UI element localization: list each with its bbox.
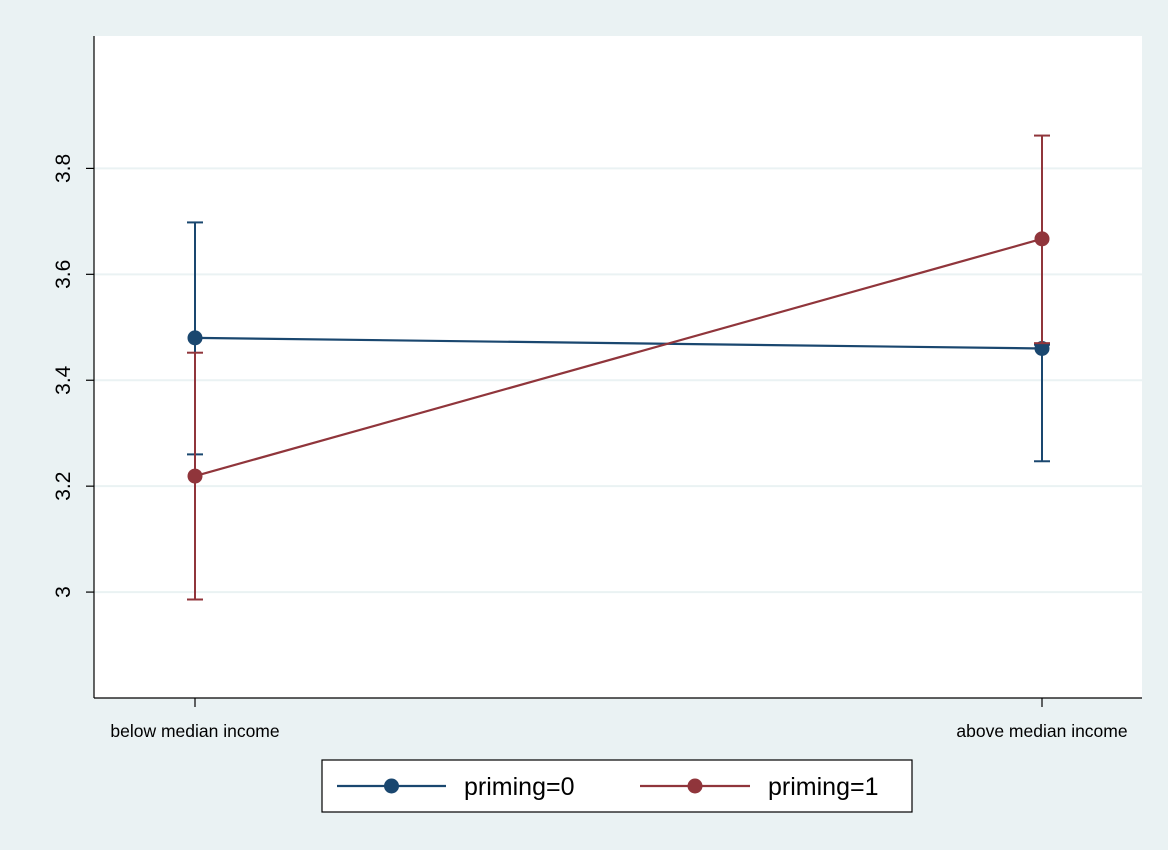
series-layer xyxy=(187,134,1050,601)
x-tick-label: below median income xyxy=(110,721,279,741)
plot-area xyxy=(94,36,1142,698)
data-point xyxy=(187,330,203,346)
legend-swatch-marker xyxy=(687,778,703,794)
y-tick-label: 3.4 xyxy=(52,365,75,395)
y-tick-label: 3.6 xyxy=(52,260,75,289)
data-point xyxy=(1034,231,1050,247)
series-line xyxy=(194,237,1043,478)
legend: priming=0 priming=1 xyxy=(321,759,913,813)
data-point xyxy=(187,468,203,484)
gridlines xyxy=(94,167,1142,594)
legend-swatch-marker xyxy=(384,778,399,794)
y-tick-label: 3 xyxy=(52,586,75,598)
series-line xyxy=(194,336,1043,350)
x-tick-label: above median income xyxy=(956,721,1127,741)
y-tick-label: 3.2 xyxy=(52,472,75,501)
axes: 3 3.2 3.4 3.6 3.8 below median income above me… xyxy=(52,36,1142,741)
legend-label: priming=0 xyxy=(464,773,574,801)
y-tick-label: 3.8 xyxy=(52,154,75,183)
series-1 xyxy=(187,134,1050,601)
legend-label: priming=1 xyxy=(768,773,878,801)
data-point xyxy=(1034,340,1050,356)
